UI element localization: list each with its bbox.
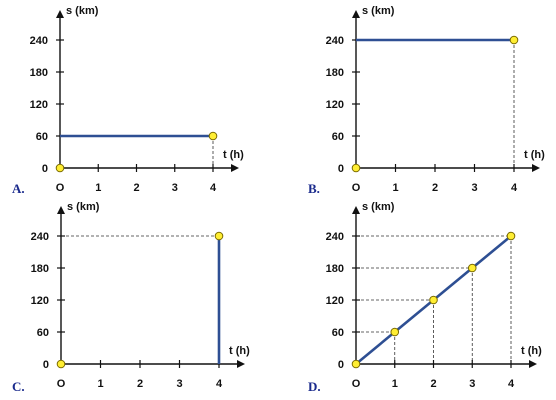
origin-label: O [57,378,66,390]
origin-label: O [352,182,361,194]
x-axis-title: t (h) [521,345,542,357]
y-tick-label: 0 [338,163,344,175]
y-axis-arrow [57,206,65,214]
x-axis-arrow [532,164,540,172]
y-axis-arrow [56,10,64,18]
y-tick-label: 120 [30,99,48,111]
y-tick-label: 120 [326,295,344,307]
option-label: A. [12,181,25,196]
data-point [55,163,65,173]
x-tick-label: 3 [469,378,475,390]
data-point [390,327,400,337]
x-axis-title: t (h) [223,149,244,161]
x-axis-arrow [237,360,245,368]
graph-option-b: 0 60 120 180 240 1 2 3 4 Os (km) t (h) B. [308,5,545,196]
x-tick-label: 2 [137,378,143,390]
x-tick-label: 3 [471,182,477,194]
y-tick-label: 180 [326,67,344,79]
y-tick-label: 240 [31,231,49,243]
y-tick-label: 120 [31,295,49,307]
x-tick-label: 2 [430,378,436,390]
x-tick-label: 3 [172,182,178,194]
origin-label: O [56,182,65,194]
data-point [429,295,438,305]
graph-option-d: 0 60 120 180 240 1 2 3 4 Os (km) t (h) D. [308,201,542,394]
data-point [351,163,361,173]
option-label: D. [308,379,321,394]
x-tick-label: 4 [511,182,518,194]
y-tick-label: 180 [30,67,48,79]
y-tick-label: 240 [30,35,48,47]
x-axis-arrow [231,164,239,172]
x-tick-label: 1 [97,378,103,390]
x-tick-label: 2 [432,182,438,194]
x-tick-label: 1 [392,378,398,390]
y-tick-label: 240 [326,35,344,47]
y-tick-label: 180 [326,263,344,275]
y-tick-label: 0 [338,359,344,371]
y-tick-label: 240 [326,231,344,243]
graph-option-a: 0 60 120 180 240 1 2 3 4 Os (km) t (h) A. [12,5,244,196]
y-tick-label: 0 [43,359,49,371]
y-tick-label: 120 [326,99,344,111]
data-point [214,231,224,241]
x-axis-title: t (h) [524,149,545,161]
data-point [351,359,361,369]
y-axis-title: s (km) [67,201,100,213]
option-label: C. [12,379,25,394]
x-tick-label: 1 [392,182,398,194]
y-tick-label: 60 [332,131,344,143]
data-point [506,231,516,241]
y-tick-label: 0 [42,163,48,175]
x-tick-label: 3 [176,378,182,390]
data-point [509,35,519,45]
data-point [467,263,477,273]
x-axis-title: t (h) [229,345,250,357]
x-tick-label: 4 [216,378,223,390]
y-axis-title: s (km) [362,5,395,17]
y-axis-title: s (km) [66,5,99,17]
x-axis-arrow [529,360,537,368]
y-tick-label: 60 [332,327,344,339]
y-axis-arrow [352,10,360,18]
y-axis-title: s (km) [362,201,395,213]
y-tick-label: 60 [36,131,48,143]
y-axis-arrow [352,206,360,214]
origin-label: O [352,378,361,390]
x-tick-label: 4 [210,182,217,194]
data-point [208,131,218,141]
y-tick-label: 60 [37,327,49,339]
x-tick-label: 4 [508,378,515,390]
option-label: B. [308,181,320,196]
x-tick-label: 2 [133,182,139,194]
graph-option-c: 0 60 120 180 240 1 2 3 4 Os (km) t (h) C. [12,201,250,394]
x-tick-label: 1 [95,182,101,194]
data-point [56,359,66,369]
y-tick-label: 180 [31,263,49,275]
